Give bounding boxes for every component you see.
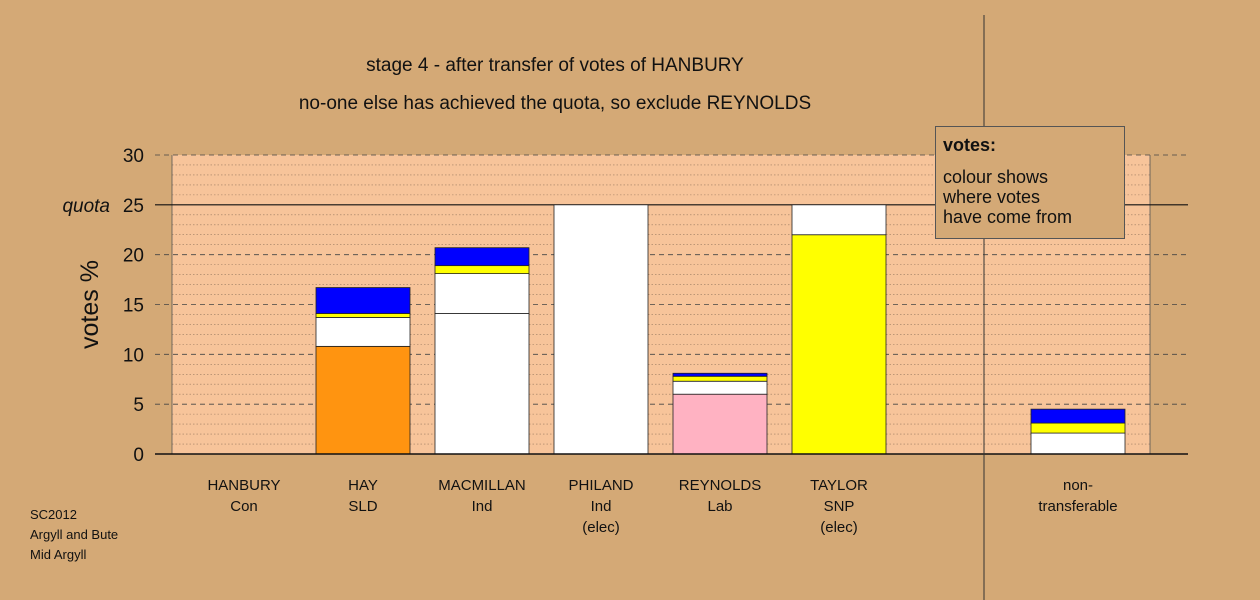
category-label: SLD [348, 498, 377, 515]
chart-title: stage 4 - after transfer of votes of HAN… [366, 55, 744, 76]
bar-segment [1030, 422, 1126, 434]
category-label: non- [1063, 477, 1093, 494]
y-tick-label: 30 [123, 146, 144, 167]
bar-segment [434, 265, 530, 275]
category-label: Lab [707, 498, 732, 515]
bar-segment [791, 204, 887, 236]
category-label: REYNOLDS [679, 477, 762, 494]
category-label: Ind [591, 498, 612, 515]
category-label: (elec) [582, 519, 620, 536]
bar-segment [553, 204, 649, 455]
legend-line: have come from [943, 207, 1073, 227]
y-tick-label: 0 [133, 445, 144, 466]
bar-segment [315, 345, 411, 455]
quota-label: quota [62, 196, 110, 217]
y-tick-label: 15 [123, 296, 144, 317]
credit-line: Argyll and Bute [30, 527, 119, 542]
bar-segment [315, 317, 411, 347]
bar-segment [434, 313, 530, 455]
legend-line: colour shows [943, 167, 1049, 187]
bar-segment [1030, 408, 1126, 424]
category-label: transferable [1038, 498, 1117, 515]
bar-segment [434, 247, 530, 267]
bar-segment [672, 372, 768, 377]
y-tick-label: 25 [123, 196, 144, 217]
category-label: PHILAND [568, 477, 633, 494]
credit-line: Mid Argyll [30, 547, 87, 562]
legend-box: votes: colour shows where votes have com… [935, 126, 1125, 239]
bar-segment [434, 273, 530, 314]
bar-segment [791, 234, 887, 455]
chart-subtitle: no-one else has achieved the quota, so e… [298, 93, 812, 114]
bar-segment [672, 375, 768, 382]
category-label: (elec) [820, 519, 858, 536]
category-label: HANBURY [207, 477, 280, 494]
category-label: TAYLOR [810, 477, 868, 494]
legend-line: where votes [943, 187, 1041, 207]
category-label: Con [230, 498, 258, 515]
category-label: MACMILLAN [438, 477, 526, 494]
legend-title: votes: [943, 135, 997, 155]
credit-line: SC2012 [30, 507, 77, 522]
bar-segment [315, 287, 411, 314]
y-tick-label: 20 [123, 246, 144, 267]
category-label: Ind [472, 498, 493, 515]
bar-segment [315, 313, 411, 318]
bar-segment [672, 393, 768, 455]
y-tick-label: 5 [133, 395, 144, 416]
y-axis-label: votes % [76, 260, 104, 349]
category-label: SNP [824, 498, 855, 515]
y-tick-label: 10 [123, 345, 144, 366]
bar-segment [1030, 432, 1126, 455]
category-label: HAY [348, 477, 378, 494]
bar-segment [672, 380, 768, 395]
